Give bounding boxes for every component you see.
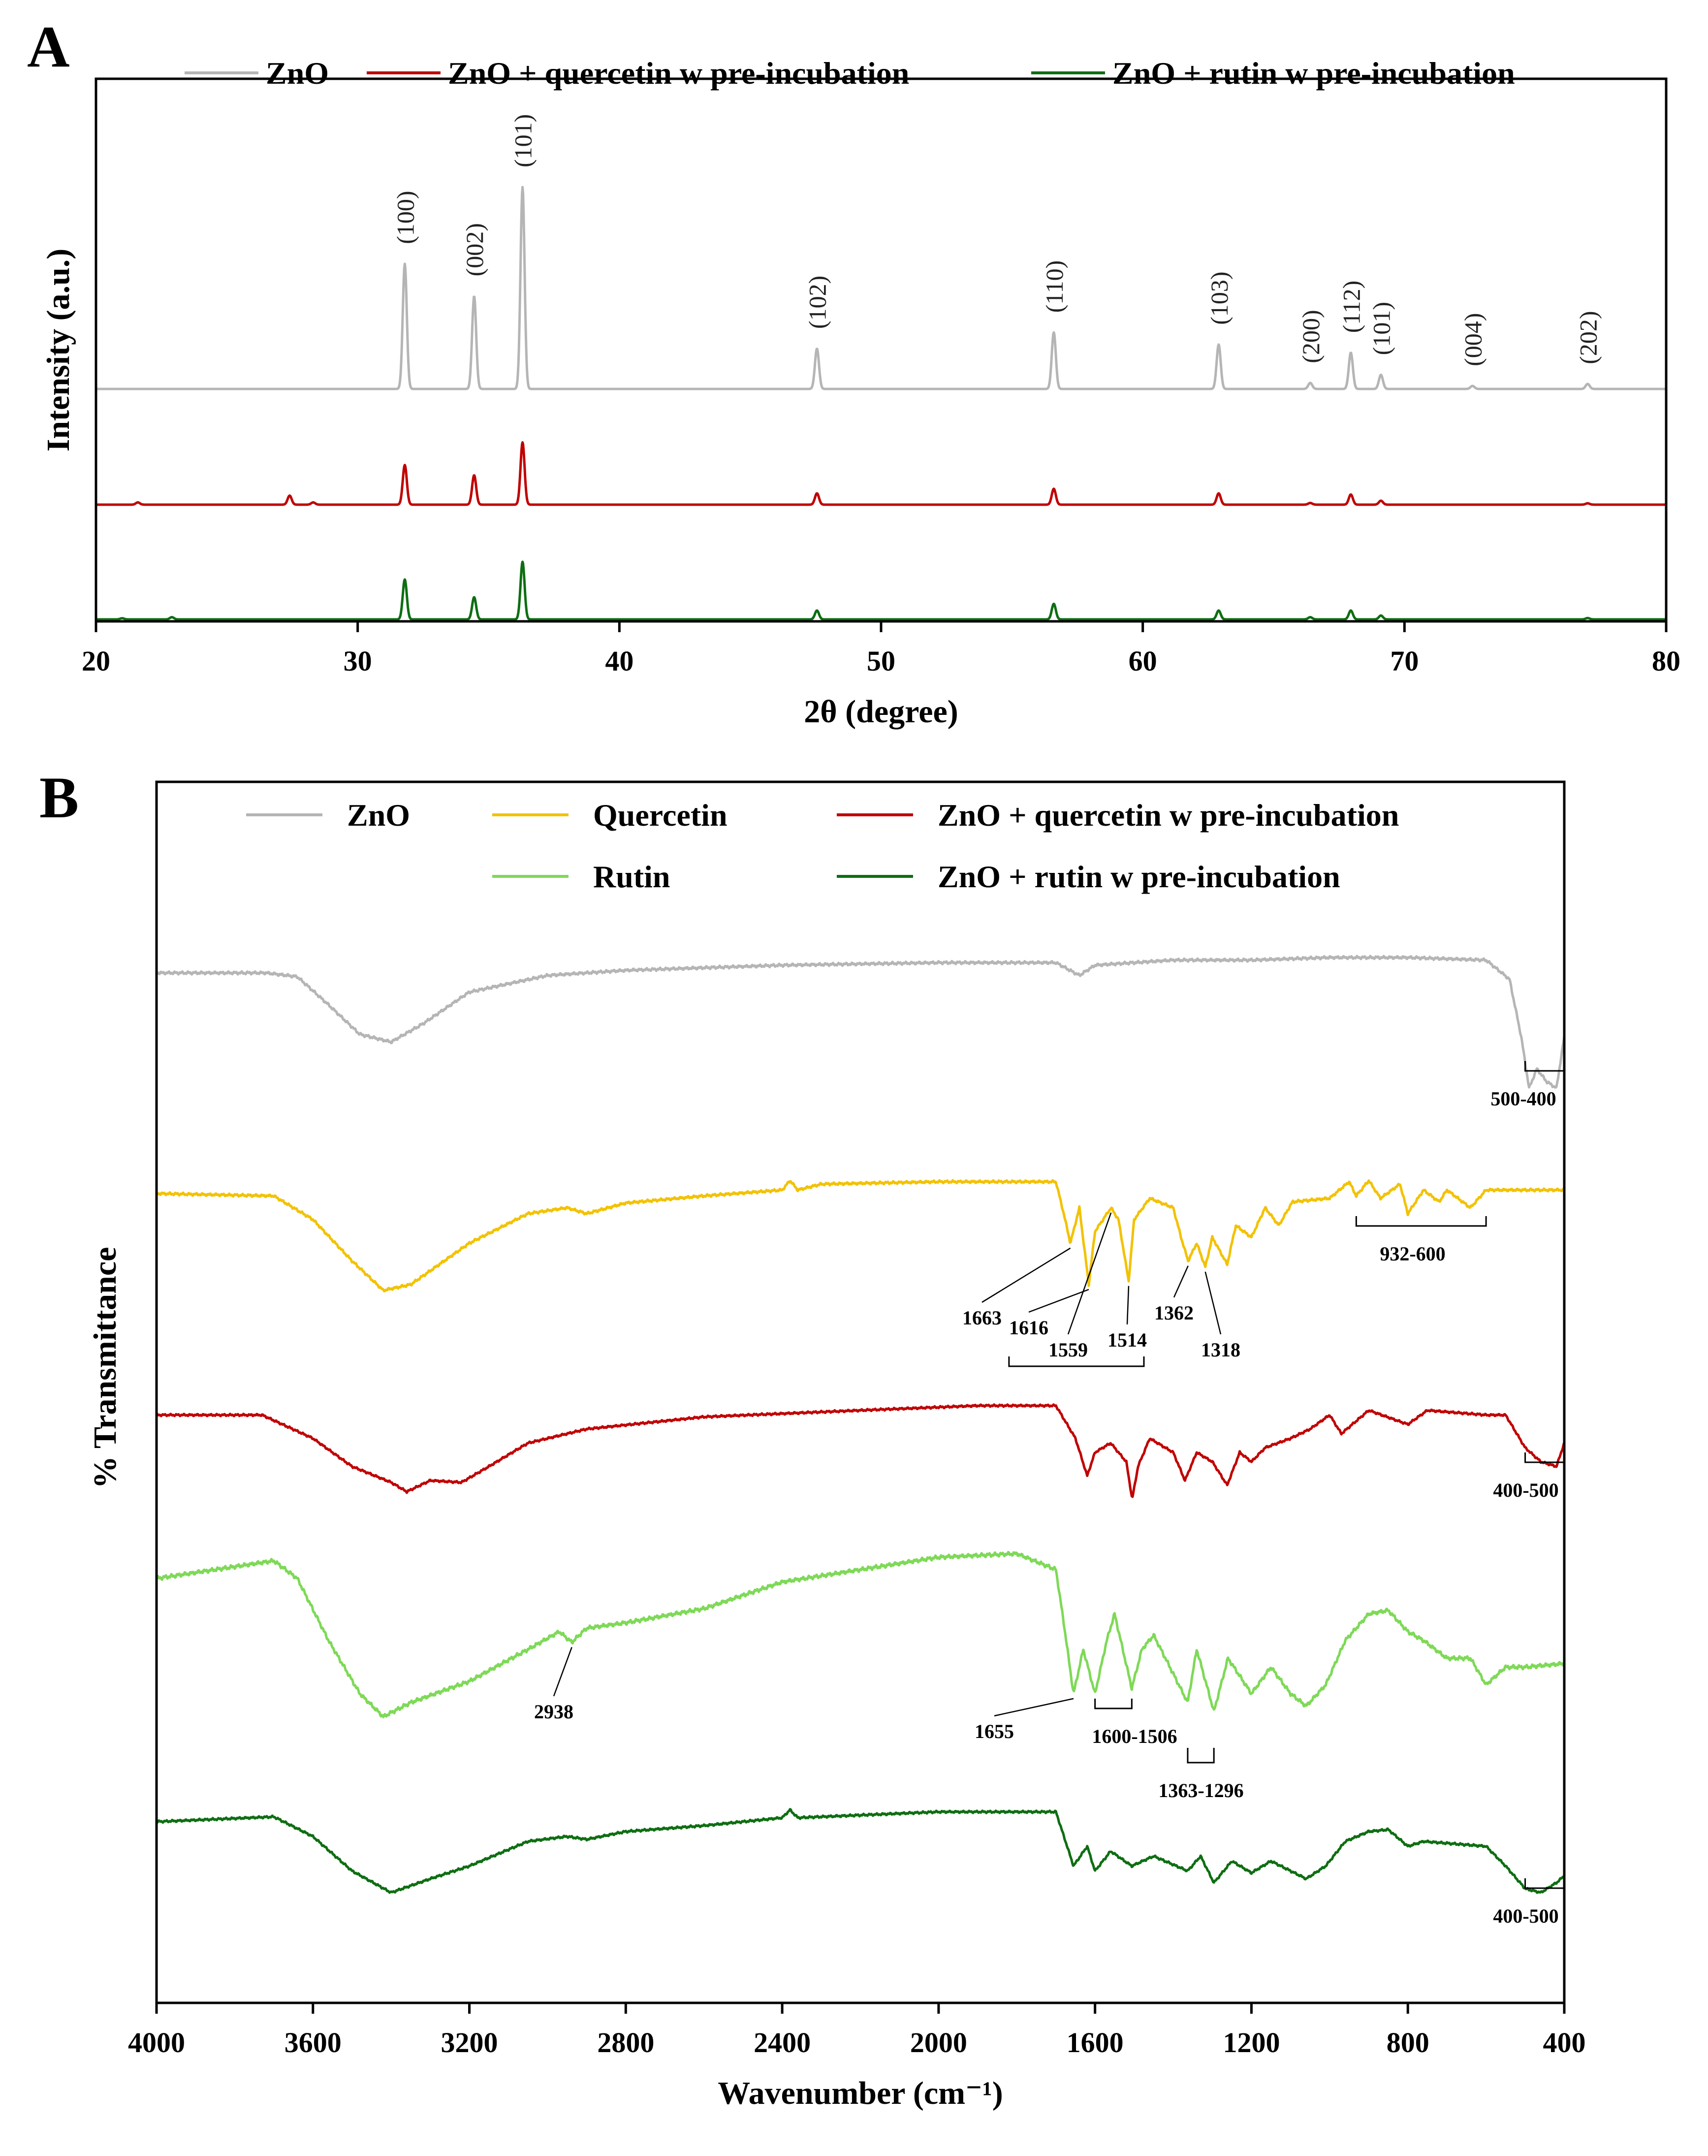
x-tick-label: 1200 [1223, 2027, 1280, 2059]
x-tick-label: 3200 [441, 2027, 498, 2059]
peak-label: 1318 [1201, 1339, 1240, 1361]
x-tick-label: 60 [1129, 645, 1157, 677]
annotation-leader [981, 1247, 1071, 1303]
panel-b-frame [155, 780, 1566, 2004]
range-bracket [1094, 1699, 1133, 1709]
legend-b-label-zno-quercetin-w-pre-incubation: ZnO + quercetin w pre-incubation [938, 798, 1399, 833]
hkl-label: (202) [1575, 311, 1602, 364]
panel-a-x-ticks: 20 30 40 50 60 70 80 [82, 621, 1680, 677]
peak-label: 1616 [1009, 1317, 1048, 1339]
x-tick-label: 2400 [754, 2027, 811, 2059]
panel-b-x-ticks: 4000 3600 3200 2800 2400 2000 1600 1200 800 400 [128, 2003, 1586, 2059]
panel-b-series [155, 955, 1566, 1999]
x-tick-label: 30 [344, 645, 372, 677]
range-label: 1600-1506 [1092, 1725, 1177, 1747]
x-tick-label: 1600 [1067, 2027, 1124, 2059]
series-a-zno-quercetin-w-pre-incubation [95, 441, 1667, 506]
hkl-label: (004) [1459, 313, 1487, 366]
legend-b-label-zno-rutin-w-pre-incubation: ZnO + rutin w pre-incubation [938, 859, 1340, 894]
panel-b-x-axis-label: Wavenumber (cm⁻¹) [718, 2075, 1003, 2111]
peak-label: 1362 [1154, 1302, 1194, 1324]
panel-a-series [95, 186, 1667, 621]
hkl-label: (200) [1297, 310, 1325, 363]
annotation-leader [994, 1698, 1074, 1717]
peak-label: 1559 [1048, 1339, 1088, 1361]
x-tick-label: 40 [605, 645, 633, 677]
range-label: 400-500 [1493, 1479, 1558, 1501]
panel-a-frame [95, 77, 1668, 623]
hkl-label: (110) [1041, 260, 1068, 313]
series-b-rutin [155, 1550, 1566, 1999]
series-b-zno-quercetin-w-pre-incubation [155, 1403, 1566, 1999]
panel-a-letter: A [27, 14, 70, 79]
peak-label: 1663 [962, 1307, 1002, 1329]
annotation-leader [1173, 1265, 1189, 1298]
range-label: 1363-1296 [1158, 1779, 1243, 1802]
hkl-label: (102) [804, 276, 831, 329]
range-label: 500-400 [1490, 1088, 1556, 1110]
annotation-leader [1067, 1212, 1112, 1335]
x-tick-label: 70 [1390, 645, 1419, 677]
x-tick-label: 20 [82, 645, 110, 677]
range-bracket [1355, 1216, 1487, 1227]
legend-b-label-zno: ZnO [347, 798, 410, 833]
legend-a-label-zno-quercetin-w-pre-incubation: ZnO + quercetin w pre-incubation [448, 56, 909, 91]
hkl-label: (002) [461, 223, 488, 276]
peak-label: 1655 [975, 1720, 1014, 1742]
hkl-label: (103) [1205, 271, 1233, 324]
annotation-leader [553, 1647, 572, 1697]
x-tick-label: 2000 [910, 2027, 967, 2059]
series-a-zno [95, 186, 1667, 390]
range-label: 400-500 [1493, 1905, 1558, 1927]
x-tick-label: 2800 [597, 2027, 654, 2059]
hkl-label: (101) [1367, 302, 1395, 355]
series-a-zno-rutin-w-pre-incubation [95, 560, 1667, 621]
series-b-zno-rutin-w-pre-incubation [155, 1808, 1565, 1999]
x-tick-label: 80 [1652, 645, 1680, 677]
panel-a-y-axis-label: Intensity (a.u.) [40, 249, 76, 452]
legend-a-label-zno: ZnO [266, 56, 329, 91]
range-bracket [1187, 1748, 1215, 1764]
x-tick-label: 400 [1543, 2027, 1586, 2059]
annotation-leader [1126, 1286, 1130, 1325]
x-tick-label: 4000 [128, 2027, 185, 2059]
legend-b-label-quercetin: Quercetin [593, 798, 727, 833]
annotation-leader [1028, 1288, 1089, 1313]
range-label: 932-600 [1380, 1243, 1445, 1265]
series-b-zno [155, 955, 1566, 1999]
x-tick-label: 3600 [285, 2027, 342, 2059]
hkl-label: (112) [1337, 281, 1365, 333]
hkl-label: (100) [391, 191, 419, 244]
x-tick-label: 50 [867, 645, 895, 677]
annotation-leader [1204, 1271, 1222, 1335]
legend-a-label-zno-rutin-w-pre-incubation: ZnO + rutin w pre-incubation [1112, 56, 1515, 91]
x-tick-label: 800 [1387, 2027, 1429, 2059]
panel-a-hkl-labels: (100) (002) (101) (102) (110) (103) (200) (112)… [391, 114, 1602, 366]
legend-b-label-rutin: Rutin [593, 859, 670, 894]
panel-b-letter: B [39, 765, 79, 830]
panel-a-legend: ZnO ZnO + quercetin w pre-incubation ZnO +… [185, 56, 1515, 91]
series-b-quercetin [155, 1179, 1565, 1999]
panel-b-legend: ZnO Quercetin ZnO + quercetin w pre-incuba… [246, 798, 1399, 894]
peak-label: 1514 [1107, 1329, 1147, 1351]
panel-b-y-axis-label: % Transmittance [87, 1247, 123, 1489]
peak-label: 2938 [534, 1701, 573, 1723]
range-bracket [1008, 1356, 1145, 1367]
hkl-label: (101) [509, 114, 537, 167]
panel-a-x-axis-label: 2θ (degree) [804, 694, 958, 730]
